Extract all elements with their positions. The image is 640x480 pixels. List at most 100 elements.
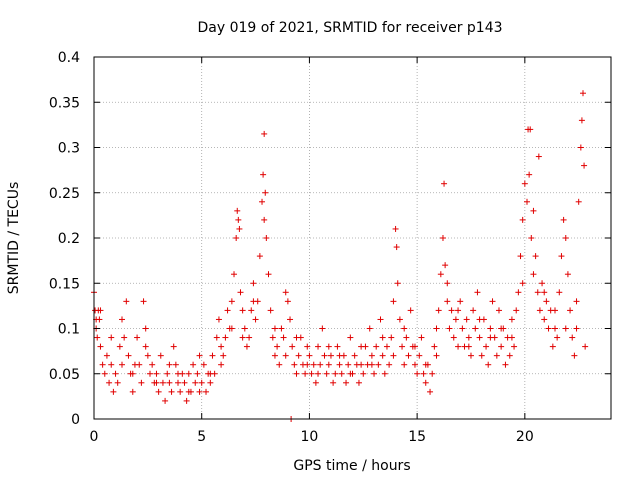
data-point (237, 289, 244, 296)
y-tick-label: 0.2 (58, 231, 80, 247)
data-point (582, 343, 589, 350)
data-point (573, 298, 580, 305)
data-point (381, 370, 388, 377)
data-point (97, 343, 104, 350)
data-point (263, 235, 270, 241)
data-point (429, 370, 436, 377)
data-point (502, 361, 509, 368)
data-point (185, 388, 192, 395)
data-point (556, 289, 563, 296)
data-point (414, 370, 421, 377)
data-point (293, 334, 300, 341)
data-point (110, 388, 117, 395)
data-point (166, 379, 173, 386)
data-point (401, 361, 408, 368)
data-point (228, 298, 235, 305)
data-point (252, 316, 259, 323)
data-point (360, 370, 367, 377)
data-point (310, 361, 317, 368)
data-point (200, 361, 207, 368)
data-point (271, 352, 278, 359)
data-point (218, 343, 225, 350)
data-point (261, 130, 268, 137)
data-point (336, 352, 343, 359)
data-point (489, 298, 496, 305)
data-point (181, 379, 188, 386)
y-tick-label: 0.35 (49, 95, 80, 111)
data-points (91, 90, 589, 422)
data-point (465, 343, 472, 350)
data-point (267, 307, 274, 314)
data-point (439, 235, 446, 241)
data-point (138, 379, 145, 386)
data-point (530, 207, 537, 214)
data-point (517, 253, 524, 260)
data-point (157, 352, 164, 359)
data-point (99, 361, 106, 368)
data-point (125, 352, 132, 359)
data-point (407, 307, 414, 314)
data-point (549, 343, 556, 350)
data-point (218, 361, 225, 368)
data-point (450, 334, 457, 341)
data-point (401, 325, 408, 332)
data-point (114, 379, 121, 386)
data-point (375, 361, 382, 368)
data-point (463, 316, 470, 323)
data-point (403, 334, 410, 341)
data-point (276, 361, 283, 368)
data-point (351, 352, 358, 359)
data-point (508, 316, 515, 323)
data-point (196, 352, 203, 359)
y-tick-label: 0.3 (58, 141, 80, 157)
x-tick-label: 0 (90, 429, 99, 445)
data-point (215, 316, 222, 323)
y-tick-label: 0.05 (49, 367, 80, 383)
data-point (236, 225, 243, 232)
data-point (246, 334, 253, 341)
data-point (521, 180, 528, 187)
data-point (343, 379, 350, 386)
data-point (498, 343, 505, 350)
data-point (515, 289, 522, 296)
data-point (551, 307, 558, 314)
data-point (119, 316, 126, 323)
data-point (112, 370, 119, 377)
data-point (551, 325, 558, 332)
data-point (265, 271, 272, 278)
data-point (554, 334, 561, 341)
data-point (513, 307, 520, 314)
data-point (532, 253, 539, 260)
data-point (243, 343, 250, 350)
data-point (495, 307, 502, 314)
data-point (129, 388, 136, 395)
data-point (483, 343, 490, 350)
x-axis-label: GPS time / hours (293, 458, 410, 474)
data-point (261, 216, 268, 223)
data-point (256, 253, 263, 260)
data-point (455, 343, 462, 350)
data-point (444, 298, 451, 305)
data-point (280, 334, 287, 341)
data-point (539, 280, 546, 287)
data-point (334, 343, 341, 350)
data-point (185, 370, 192, 377)
data-point (558, 253, 565, 260)
data-point (234, 207, 241, 214)
data-point (213, 334, 220, 341)
chart-title: Day 019 of 2021, SRMTID for receiver p14… (197, 20, 502, 36)
y-tick-label: 0.15 (49, 276, 80, 292)
data-point (144, 352, 151, 359)
data-point (209, 352, 216, 359)
data-point (231, 271, 238, 278)
data-point (97, 307, 104, 314)
data-point (203, 388, 210, 395)
data-point (437, 271, 444, 278)
data-point (399, 343, 406, 350)
data-point (207, 379, 214, 386)
data-point (358, 361, 365, 368)
data-point (347, 370, 354, 377)
data-point (166, 361, 173, 368)
data-point (487, 334, 494, 341)
data-point (562, 325, 569, 332)
